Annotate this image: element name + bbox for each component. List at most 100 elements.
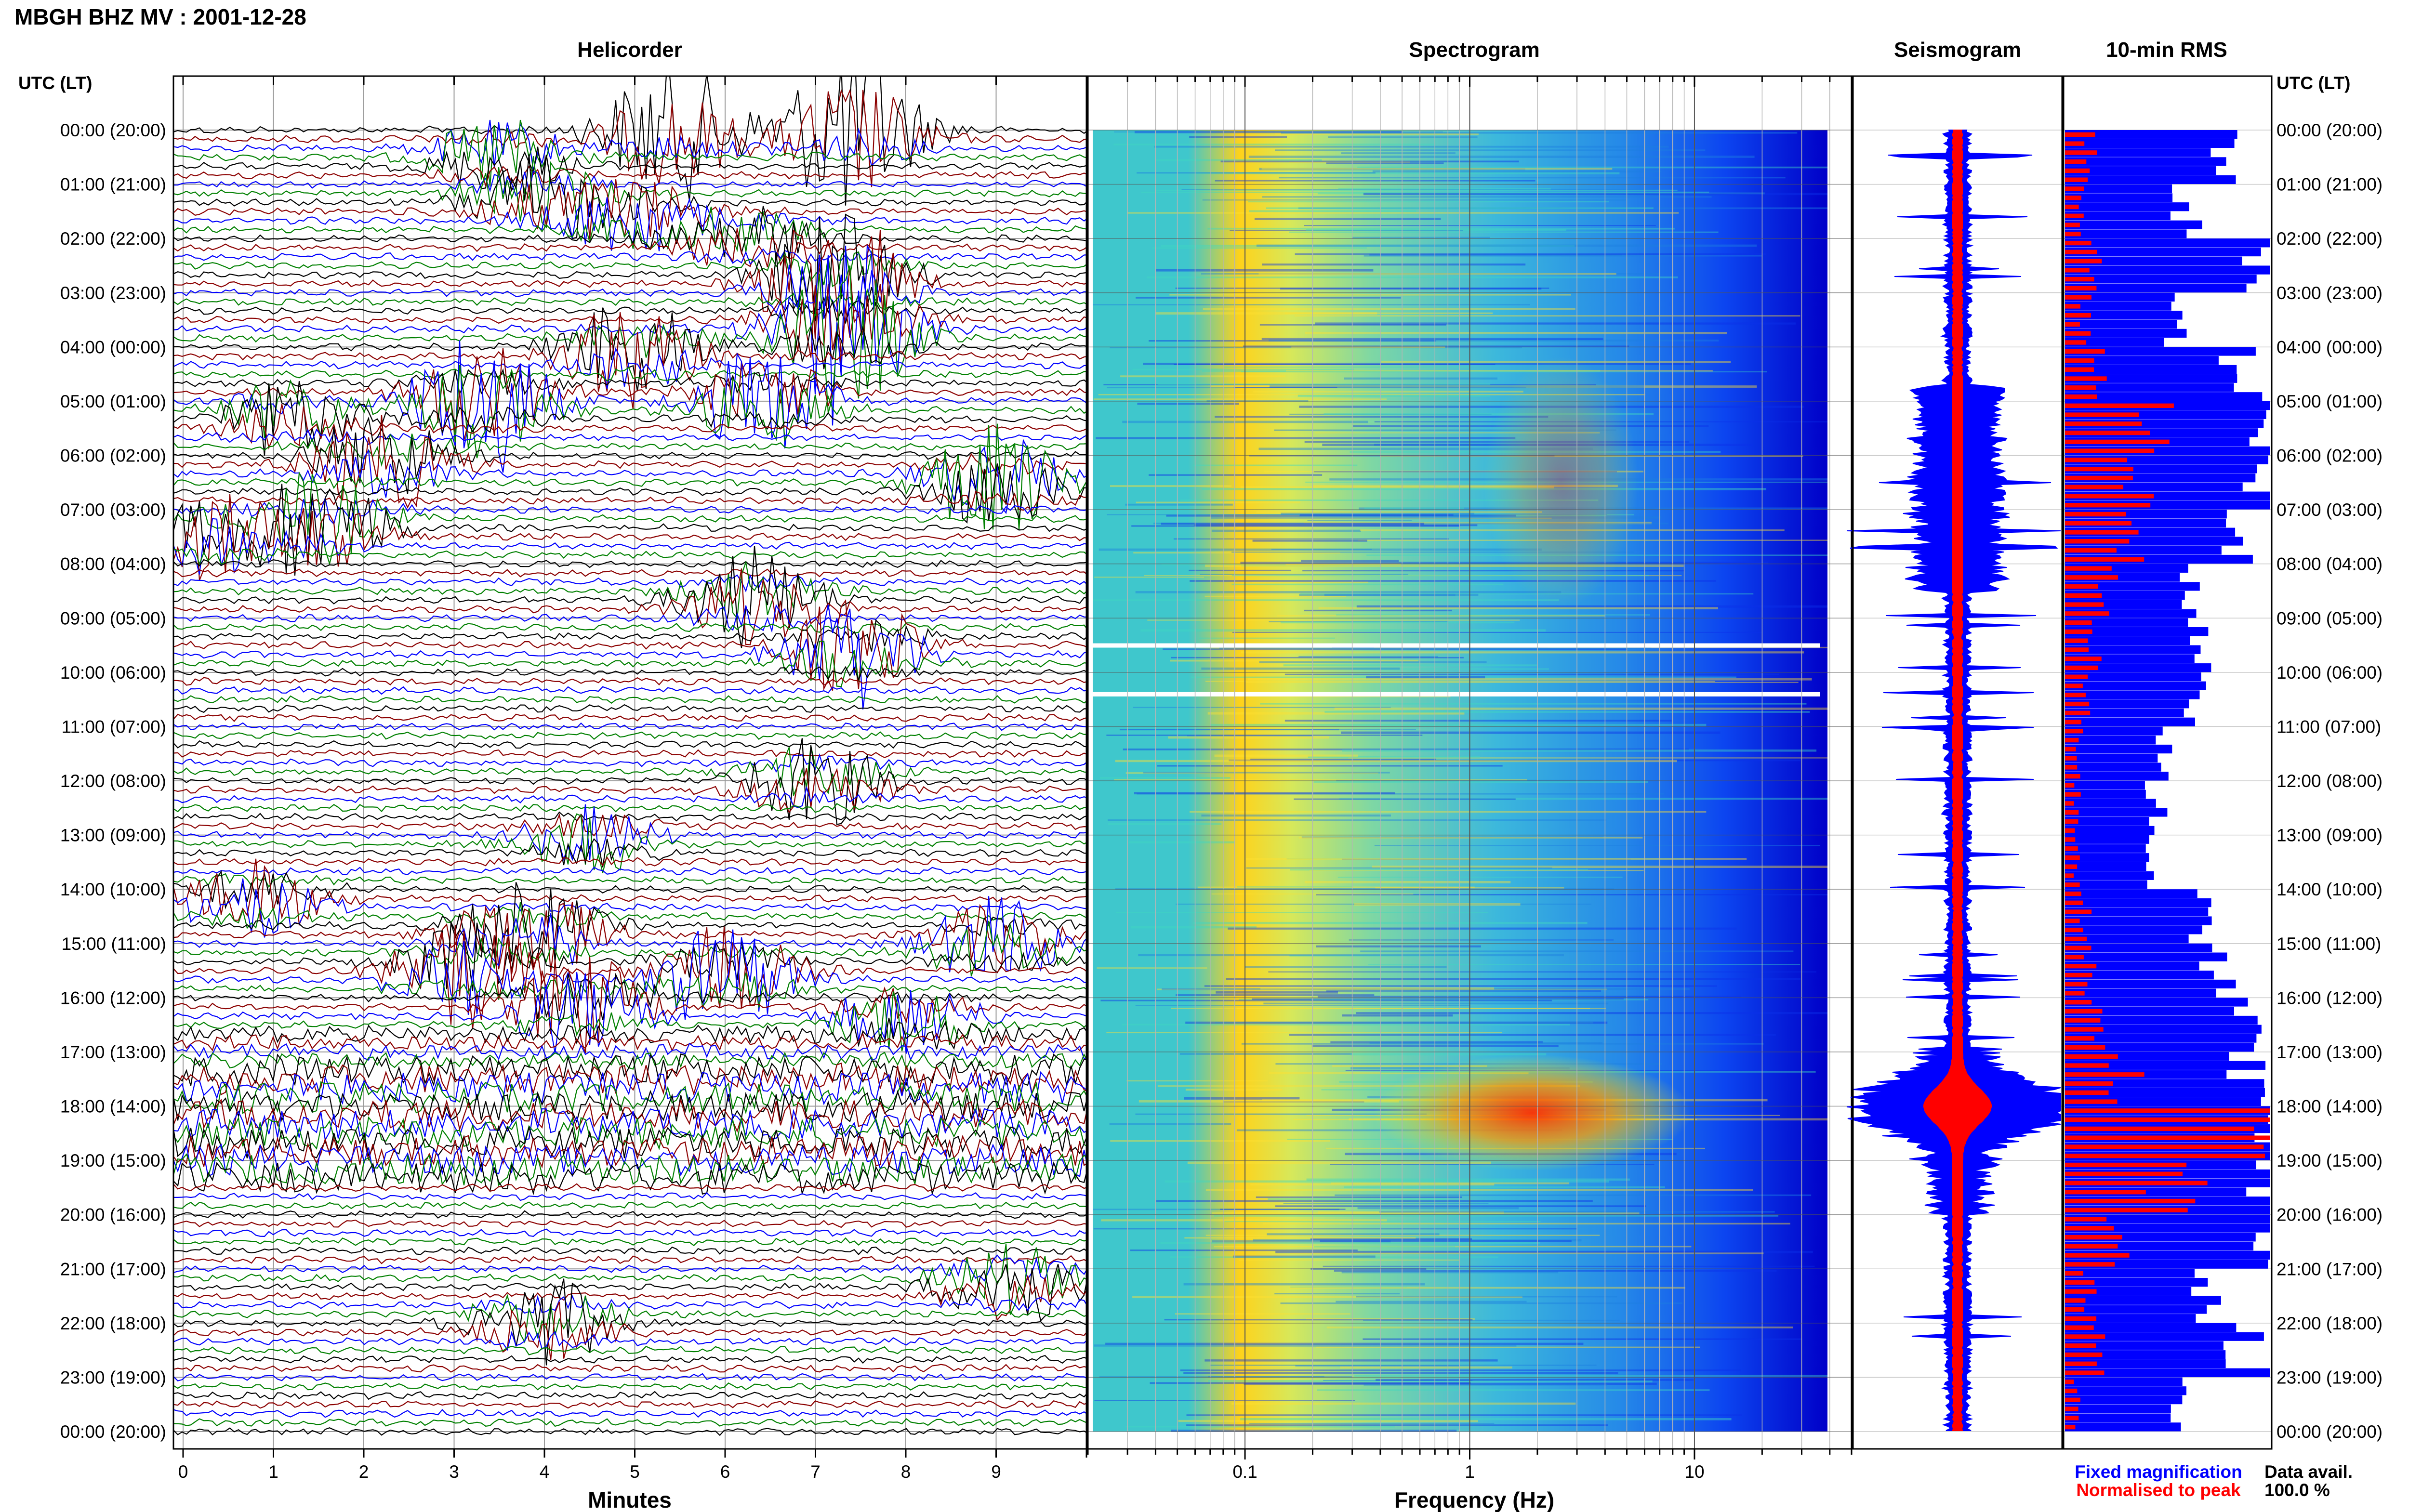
rms-bar-normalised: [2065, 991, 2085, 996]
data-avail-value: 100.0 %: [2264, 1480, 2330, 1500]
rms-bar-normalised: [2065, 801, 2074, 806]
rms-bar-fixed: [2065, 338, 2164, 347]
hour-label-left: 04:00 (00:00): [60, 337, 166, 357]
hour-label-right: 14:00 (10:00): [2277, 880, 2383, 899]
spectrogram-x-label: Frequency (Hz): [1394, 1487, 1554, 1512]
rms-bar-normalised: [2065, 982, 2088, 986]
hour-label-left: 21:00 (17:00): [60, 1259, 166, 1279]
rms-bar-normalised: [2065, 855, 2080, 860]
rms-bar-normalised: [2065, 828, 2075, 833]
rms-bar-normalised: [2065, 1027, 2104, 1032]
rms-bar-normalised: [2065, 674, 2088, 679]
seismogram-panel: [1846, 75, 2063, 1450]
hour-label-left: 06:00 (02:00): [60, 446, 166, 466]
rms-bar-normalised: [2065, 737, 2079, 743]
helicorder-x-tick: 6: [720, 1462, 730, 1482]
rms-bar-fixed: [2065, 699, 2189, 709]
rms-bar-normalised: [2065, 259, 2102, 263]
helicorder-x-tick: 0: [178, 1462, 188, 1482]
rms-bar-normalised: [2065, 240, 2091, 246]
rms-bar-normalised: [2065, 1235, 2122, 1240]
hour-labels-right: 00:00 (20:00) 01:00 (21:00) 02:00 (22:00) 0…: [2277, 120, 2383, 1442]
rms-bar-normalised: [2065, 512, 2126, 517]
helicorder-x-tick: 2: [359, 1462, 369, 1482]
rms-bar-fixed: [2065, 1413, 2171, 1422]
rms-bar-fixed: [2065, 1223, 2270, 1233]
rms-bar-fixed: [2065, 753, 2158, 763]
rms-bar-normalised: [2065, 602, 2104, 607]
seismogram-title: Seismogram: [1894, 38, 2021, 62]
rms-bar-fixed: [2065, 292, 2175, 302]
rms-bar-fixed: [2065, 862, 2146, 871]
rms-bar-normalised: [2065, 530, 2139, 535]
rms-bar-fixed: [2065, 871, 2154, 880]
rms-bar-fixed: [2065, 889, 2197, 898]
rms-bar-fixed: [2065, 645, 2201, 654]
rms-bar-normalised: [2065, 1108, 2270, 1113]
rms-bar-normalised: [2065, 196, 2082, 200]
hour-label-right: 16:00 (12:00): [2277, 988, 2383, 1008]
rms-bar-normalised: [2065, 1126, 2254, 1131]
rms-bar-normalised: [2065, 927, 2083, 933]
rms-bar-fixed: [2065, 302, 2171, 311]
rms-bar-normalised: [2065, 638, 2088, 643]
helicorder-traces: [173, 76, 1086, 1436]
rms-bar-normalised: [2065, 665, 2098, 671]
rms-bar-normalised: [2065, 503, 2151, 508]
rms-bar-normalised: [2065, 1190, 2146, 1195]
hour-label-left: 18:00 (14:00): [60, 1097, 166, 1117]
rms-bar-fixed: [2065, 1296, 2221, 1305]
spectrogram-hotspot: [1373, 1055, 1691, 1170]
hour-label-left: 12:00 (08:00): [60, 771, 166, 791]
rms-bar-normalised: [2065, 494, 2154, 499]
hour-label-left: 13:00 (09:00): [60, 826, 166, 845]
rms-bar-normalised: [2065, 810, 2079, 815]
rms-bar-fixed: [2065, 247, 2261, 257]
rms-bar-normalised: [2065, 548, 2117, 553]
helicorder-grid: [173, 76, 1086, 1449]
rms-bar-normalised: [2065, 1063, 2109, 1068]
hour-label-left: 23:00 (19:00): [60, 1367, 166, 1387]
rms-bar-fixed: [2065, 311, 2183, 320]
rms-bar-normalised: [2065, 286, 2097, 291]
rms-bar-normalised: [2065, 1198, 2196, 1204]
rms-bar-normalised: [2065, 647, 2089, 652]
time-header-right: UTC (LT): [2277, 73, 2350, 93]
rms-bars: [2065, 130, 2270, 1432]
hour-label-right: 03:00 (23:00): [2277, 283, 2383, 303]
rms-bar-normalised: [2065, 729, 2083, 734]
rms-bar-fixed: [2065, 907, 2209, 916]
rms-bar-normalised: [2065, 1388, 2078, 1394]
rms-bar-fixed: [2065, 1079, 2264, 1088]
spectrogram-x-tick: 0.1: [1232, 1462, 1257, 1482]
hour-label-left: 05:00 (01:00): [60, 392, 166, 411]
rms-bar-normalised: [2065, 710, 2091, 715]
rms-bar-fixed: [2065, 1214, 2270, 1223]
rms-bar-normalised: [2065, 756, 2077, 761]
rms-bar-normalised: [2065, 1154, 2265, 1158]
rms-bar-normalised: [2065, 322, 2080, 327]
rms-bar-normalised: [2065, 223, 2080, 227]
helicorder-x-tick: 4: [540, 1462, 550, 1482]
rms-bar-normalised: [2065, 412, 2139, 417]
hour-label-right: 22:00 (18:00): [2277, 1314, 2383, 1333]
rms-bar-fixed: [2065, 663, 2211, 672]
hour-label-left: 07:00 (03:00): [60, 500, 166, 520]
helicorder-x-tick: 5: [630, 1462, 640, 1482]
rms-bar-fixed: [2065, 1305, 2207, 1314]
rms-bar-fixed: [2065, 256, 2242, 265]
rms-bar-fixed: [2065, 772, 2169, 781]
rms-bar-fixed: [2065, 356, 2219, 365]
rms-bar-normalised: [2065, 1298, 2086, 1303]
spectrogram-panel: 0.1 1 10 Frequency (Hz): [1087, 75, 1853, 1512]
hour-label-right: 23:00 (19:00): [2277, 1367, 2383, 1387]
rms-bar-fixed: [2065, 582, 2200, 591]
rms-bar-normalised: [2065, 1018, 2101, 1023]
helicorder-title: Helicorder: [577, 38, 682, 62]
rms-bar-fixed: [2065, 952, 2227, 961]
rms-bar-normalised: [2065, 1045, 2105, 1050]
rms-bar-fixed: [2065, 365, 2237, 374]
rms-bar-fixed: [2065, 961, 2199, 971]
rms-bar-fixed: [2065, 971, 2214, 980]
rms-bar-fixed: [2065, 1395, 2183, 1405]
